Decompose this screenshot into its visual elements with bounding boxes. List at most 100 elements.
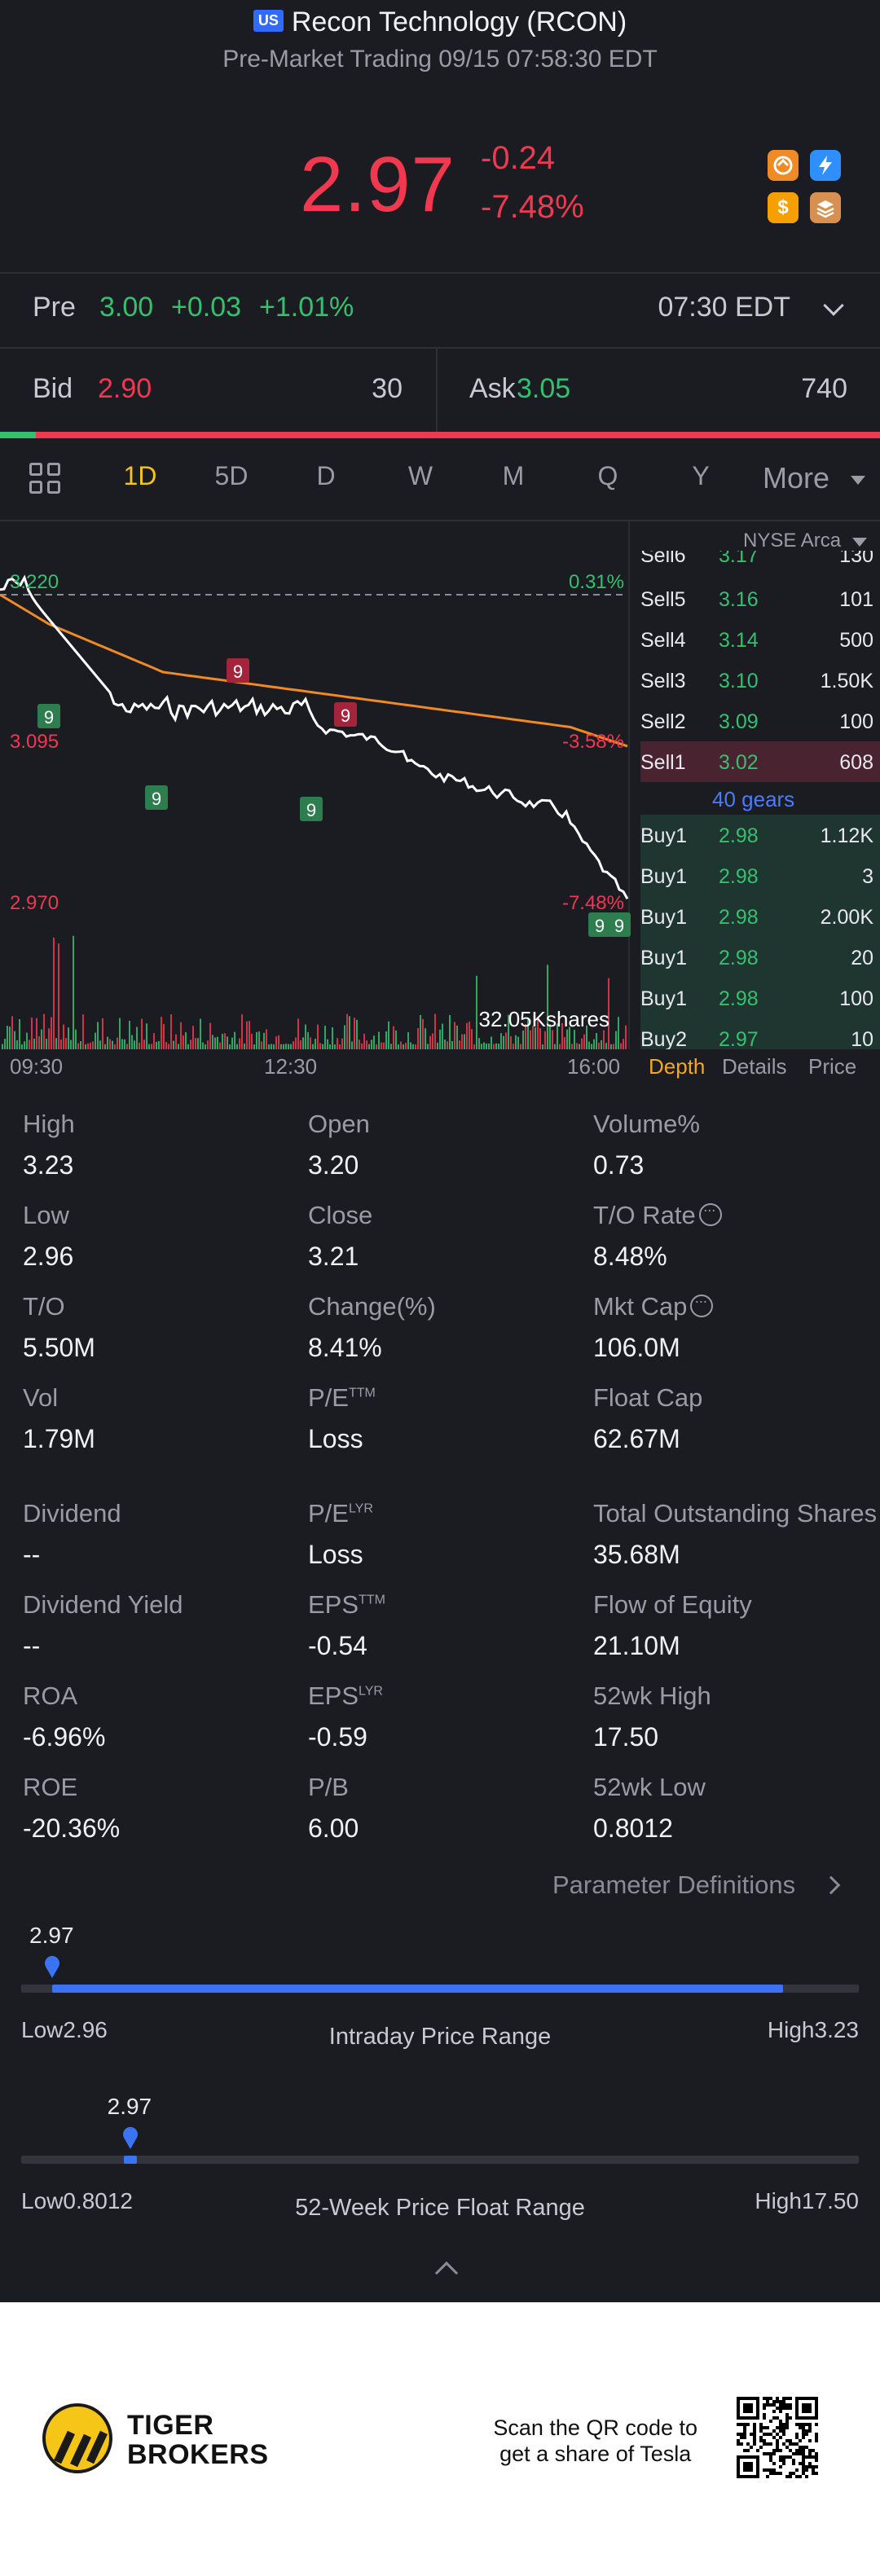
collapse-chevron-icon[interactable] [434,2261,459,2285]
lightning-badge-icon[interactable] [810,150,841,181]
ob-price: 2.98 [719,824,759,847]
volume-bar [410,1042,411,1049]
stat-to-rate-label: T/O Rate [593,1201,722,1230]
bid-price: 2.90 [98,373,152,404]
tab-details[interactable]: Details [722,1054,787,1079]
pre-change: +0.03 [171,292,242,323]
volume-bar [483,1042,485,1049]
volume-bar [429,1035,431,1049]
order-book-buy-row: Buy1 2.98 1.12K [640,815,880,855]
stat-div-yield-label: Dividend Yield [23,1590,183,1619]
volume-bar [187,1044,189,1049]
tab-more[interactable]: More [763,461,830,495]
volume-bar [439,1029,441,1049]
pre-time[interactable]: 07:30 EDT [658,292,790,323]
bid-ask-separator [436,349,438,432]
tab-m[interactable]: M [502,461,525,490]
stat-change-pct-label: Change(%) [308,1292,436,1321]
tab-w[interactable]: W [407,461,433,490]
volume-bar [456,1025,458,1049]
volume-bar [356,1019,358,1049]
pct-low-label: -7.48% [562,892,624,914]
volume-bar [53,937,55,1049]
info-icon[interactable] [690,1293,714,1317]
volume-bar [266,1029,267,1049]
stock-name: Recon Technology (RCON) [291,7,627,37]
volume-bar [241,1014,243,1049]
scan-text: Scan the QR code to get a share of Tesla [493,2415,697,2467]
volume-bar [596,1033,597,1049]
volume-bar [227,1036,228,1049]
tab-1d[interactable]: 1D [123,461,157,490]
ob-qty: 20 [851,947,873,969]
exchange-selector[interactable]: NYSE Arca [743,530,841,552]
volume-bar [598,1042,600,1049]
volume-bar [95,1032,96,1049]
tab-y[interactable]: Y [692,461,710,490]
volume-bar [214,1037,216,1049]
52wk-high-label: High17.50 [755,2188,859,2213]
exchange-name: NYSE Arca [743,530,842,552]
volume-bar [412,1044,414,1049]
price-line [0,574,629,899]
stat-pe-ttm-text: P/E [308,1383,349,1412]
tab-price[interactable]: Price [808,1054,857,1079]
volume-bars [2,935,627,1049]
volume-bar [552,1030,553,1049]
ob-label: Buy2 [640,1028,687,1049]
volume-bar [258,1031,260,1049]
volume-bar [319,1043,321,1049]
volume-bar [80,1041,81,1049]
ob-qty: 1.50K [820,670,873,692]
volume-bar [385,1031,387,1049]
stat-eps-ttm-sup: TTM [359,1593,385,1607]
scan-line2: get a share of Tesla [499,2442,692,2466]
volume-bar [107,1036,108,1049]
tab-depth[interactable]: Depth [649,1054,706,1079]
chevron-right-icon[interactable] [821,1875,841,1895]
intraday-range-track [21,1985,859,1993]
stat-vol-label: Vol [23,1383,59,1412]
volume-bar [444,1039,446,1049]
stat-pe-lyr-sup: LYR [348,1501,373,1516]
exchange-dropdown-icon[interactable] [852,538,867,547]
layout-grid-icon[interactable] [29,463,62,495]
price-change-pct: -7.48% [481,189,584,225]
volume-bar [271,1044,272,1049]
ob-price: 3.10 [719,670,759,692]
tab-5d[interactable]: 5D [214,461,249,490]
volume-bar [75,1029,77,1049]
volume-bar [239,1038,240,1049]
volume-bar [610,1044,612,1049]
stat-dividend-label: Dividend [23,1499,121,1528]
info-icon[interactable] [698,1202,722,1226]
intraday-range-title: Intraday Price Range [328,2024,552,2050]
volume-bar [114,1044,116,1049]
fire-badge-icon[interactable] [768,150,799,181]
stat-vol: 1.79M [23,1424,95,1453]
tab-q[interactable]: Q [597,461,618,490]
volume-bar [202,1042,204,1049]
chevron-down-icon[interactable] [823,295,844,316]
volume-bar [175,1034,177,1049]
volume-bar [493,1044,495,1049]
more-dropdown-icon[interactable] [851,476,865,485]
stat-open-label: Open [308,1110,370,1138]
52wk-range-track [21,2156,859,2164]
tab-d[interactable]: D [316,461,336,490]
volume-bar [293,1041,294,1049]
volume-bar [302,1037,304,1049]
stack-badge-icon[interactable] [810,192,841,223]
dollar-badge-icon[interactable]: $ [768,192,799,223]
stat-eps-ttm: -0.54 [308,1631,367,1660]
volume-bar [434,1013,436,1049]
footer-banner: TIGER BROKERS Scan the QR code to get a … [0,2302,880,2576]
volume-bar [117,1037,118,1049]
volume-bar [205,1044,206,1049]
ask-price: 3.05 [517,373,571,404]
volume-bar [378,1031,380,1049]
parameter-definitions-link[interactable]: Parameter Definitions [552,1870,796,1899]
order-book-gears[interactable]: 40 gears [712,787,795,811]
ob-price: 3.02 [719,751,759,774]
